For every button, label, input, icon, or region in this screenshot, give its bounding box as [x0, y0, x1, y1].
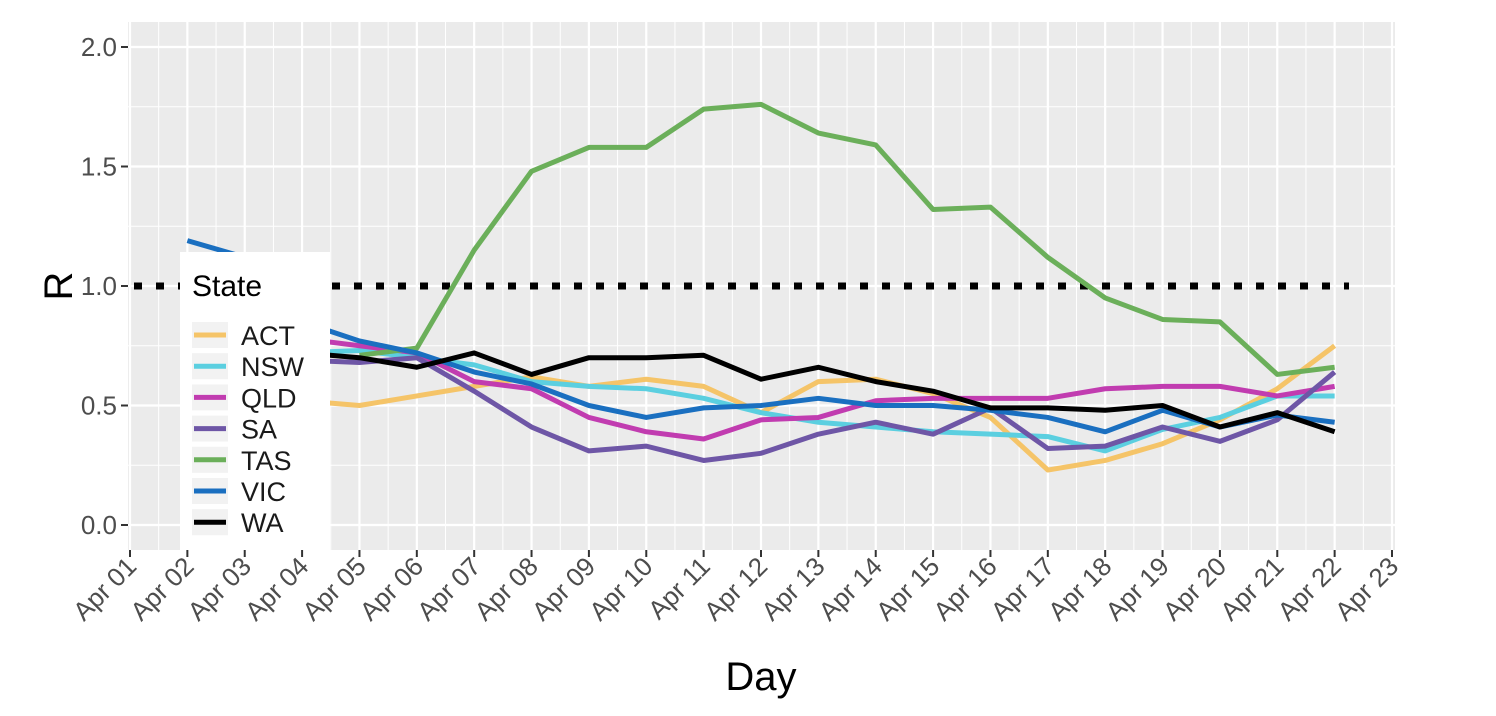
y-axis: 0.0 0.5 1.0 1.5 2.0: [81, 32, 128, 540]
legend-label-nsw: NSW: [241, 352, 305, 382]
y-tick-label: 0.5: [81, 391, 117, 421]
x-tick-label: Apr 14: [813, 551, 888, 626]
series-line-act: [301, 343, 1337, 473]
series-line-tas: [359, 101, 1335, 377]
series-line-wa: [301, 350, 1336, 435]
x-tick-label: Apr 13: [755, 551, 830, 626]
x-tick-label: Apr 21: [1214, 551, 1289, 626]
legend-label-qld: QLD: [241, 383, 297, 413]
x-tick-label: Apr 19: [1099, 551, 1174, 626]
x-tick-label: Apr 09: [526, 551, 601, 626]
x-tick-label: Apr 11: [642, 551, 716, 625]
x-tick-label: Apr 17: [985, 551, 1060, 626]
y-tick-label: 1.0: [81, 271, 117, 301]
x-tick-label: Apr 04: [239, 551, 314, 626]
y-tick-label: 0.0: [81, 510, 117, 540]
x-axis-title: Day: [725, 655, 796, 699]
legend-label-sa: SA: [241, 415, 277, 445]
x-tick-label: Apr 20: [1157, 551, 1232, 626]
series-layer: [186, 101, 1337, 473]
x-tick-label: Apr 02: [124, 551, 199, 626]
x-tick-label: Apr 08: [468, 551, 543, 626]
legend-label-tas: TAS: [241, 446, 292, 476]
x-tick-label: Apr 22: [1271, 551, 1346, 626]
y-axis-title: R: [37, 272, 81, 301]
series-line-sa: [301, 355, 1337, 463]
x-tick-label: Apr 07: [411, 551, 486, 626]
legend-label-act: ACT: [241, 321, 295, 351]
legend-label-wa: WA: [241, 508, 284, 538]
x-tick-label: Apr 10: [583, 551, 658, 626]
legend-title: State: [192, 270, 262, 303]
x-tick-label: Apr 16: [927, 551, 1002, 626]
y-tick-label: 1.5: [81, 152, 117, 182]
x-tick-label: Apr 12: [698, 551, 773, 626]
x-tick-label: Apr 18: [1042, 551, 1117, 626]
x-tick-label: Apr 03: [182, 551, 257, 626]
y-tick-label: 2.0: [81, 32, 117, 62]
series-line-vic: [186, 238, 1335, 435]
x-tick-label: Apr 01: [67, 551, 142, 626]
x-tick-label: Apr 05: [296, 551, 371, 626]
x-tick-label: Apr 15: [870, 551, 945, 626]
legend-label-vic: VIC: [241, 477, 286, 507]
x-tick-label: Apr 23: [1329, 551, 1404, 626]
x-tick-label: Apr 06: [354, 551, 429, 626]
series-line-qld: [301, 336, 1336, 442]
